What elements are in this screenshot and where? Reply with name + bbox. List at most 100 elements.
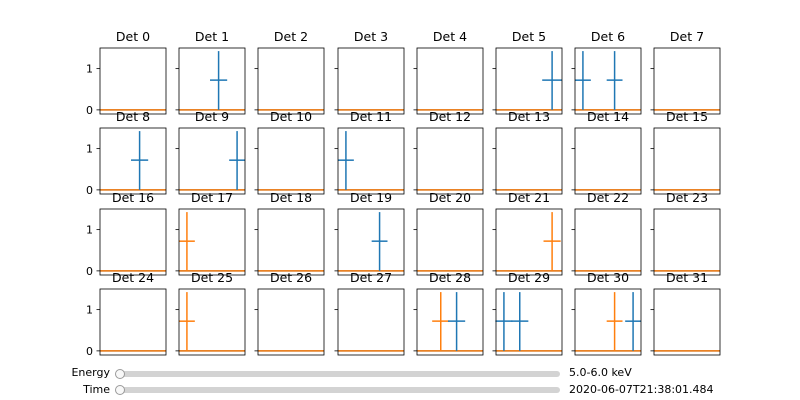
panel-frame xyxy=(653,208,721,276)
energy-slider-value: 5.0-6.0 keV xyxy=(569,366,632,379)
panel: Det 28 xyxy=(413,270,484,356)
panel-frame xyxy=(574,288,642,356)
panel-frame xyxy=(99,127,167,195)
y-tick-label: 1 xyxy=(86,143,93,156)
time-slider-track[interactable] xyxy=(120,387,560,393)
y-tick-label: 1 xyxy=(86,304,93,317)
panel-frame xyxy=(653,47,721,115)
y-tick-label: 0 xyxy=(86,345,93,358)
panel-frame xyxy=(416,47,484,115)
panel: Det 6 xyxy=(571,29,642,115)
panel: Det 23 xyxy=(650,190,721,276)
panel-title: Det 19 xyxy=(350,190,392,205)
panel: Det 31 xyxy=(650,270,721,356)
panel: 0 1 Det 16 xyxy=(86,190,167,278)
panel-title: Det 29 xyxy=(508,270,550,285)
panel-title: Det 7 xyxy=(670,29,704,44)
panel-title: Det 21 xyxy=(508,190,550,205)
panel-frame xyxy=(178,47,246,115)
panel-frame xyxy=(337,208,405,276)
panel-frame xyxy=(495,127,563,195)
panel: Det 20 xyxy=(413,190,484,276)
panel-title: Det 14 xyxy=(587,109,629,124)
panel-title: Det 2 xyxy=(274,29,308,44)
panel: Det 29 xyxy=(492,270,563,356)
panel-title: Det 8 xyxy=(116,109,150,124)
time-slider-label: Time xyxy=(83,383,110,396)
panel-title: Det 11 xyxy=(350,109,392,124)
panel-frame xyxy=(99,47,167,115)
panel: Det 25 xyxy=(175,270,246,356)
panel-title: Det 6 xyxy=(591,29,625,44)
panel-frame xyxy=(99,288,167,356)
panel: Det 21 xyxy=(492,190,563,276)
panel-frame xyxy=(337,127,405,195)
energy-slider-knob[interactable] xyxy=(115,369,125,379)
panel: Det 2 xyxy=(254,29,325,115)
panel-title: Det 12 xyxy=(429,109,471,124)
panel: Det 10 xyxy=(254,109,325,195)
panel-frame xyxy=(574,127,642,195)
panel-frame xyxy=(653,127,721,195)
panel: Det 17 xyxy=(175,190,246,276)
panel-frame xyxy=(99,208,167,276)
panel: Det 30 xyxy=(571,270,642,356)
panel: Det 4 xyxy=(413,29,484,115)
panel-frame xyxy=(178,288,246,356)
panel-title: Det 20 xyxy=(429,190,471,205)
panel-frame xyxy=(416,127,484,195)
panel-frame xyxy=(337,288,405,356)
energy-slider-label: Energy xyxy=(71,366,110,379)
y-tick-label: 0 xyxy=(86,104,93,117)
panel-frame xyxy=(257,127,325,195)
panel: 0 1 Det 0 xyxy=(86,29,167,117)
panel: Det 11 xyxy=(334,109,405,195)
y-tick-label: 1 xyxy=(86,63,93,76)
panel-title: Det 28 xyxy=(429,270,471,285)
panel-title: Det 1 xyxy=(195,29,229,44)
panel-title: Det 18 xyxy=(270,190,312,205)
panel-title: Det 16 xyxy=(112,190,154,205)
panel-frame xyxy=(653,288,721,356)
panel-frame xyxy=(178,208,246,276)
panel-title: Det 22 xyxy=(587,190,629,205)
panel-frame xyxy=(574,47,642,115)
panel-frame xyxy=(416,288,484,356)
panel: Det 18 xyxy=(254,190,325,276)
panel-title: Det 0 xyxy=(116,29,150,44)
y-tick-label: 0 xyxy=(86,184,93,197)
panel: Det 14 xyxy=(571,109,642,195)
panel-title: Det 9 xyxy=(195,109,229,124)
panel: Det 13 xyxy=(492,109,563,195)
panel-title: Det 10 xyxy=(270,109,312,124)
panel: Det 22 xyxy=(571,190,642,276)
panel-title: Det 27 xyxy=(350,270,392,285)
panel-title: Det 30 xyxy=(587,270,629,285)
y-tick-label: 1 xyxy=(86,224,93,237)
panel-title: Det 24 xyxy=(112,270,154,285)
panel-frame xyxy=(495,288,563,356)
panel: Det 19 xyxy=(334,190,405,276)
time-slider-knob[interactable] xyxy=(115,385,125,395)
panel: Det 7 xyxy=(650,29,721,115)
panel: Det 12 xyxy=(413,109,484,195)
panel-title: Det 13 xyxy=(508,109,550,124)
panel: Det 1 xyxy=(175,29,246,115)
panel-title: Det 25 xyxy=(191,270,233,285)
panel-title: Det 23 xyxy=(666,190,708,205)
panel-frame xyxy=(495,47,563,115)
panel-frame xyxy=(337,47,405,115)
panel-frame xyxy=(416,208,484,276)
panel-title: Det 31 xyxy=(666,270,708,285)
panel-title: Det 17 xyxy=(191,190,233,205)
panel-frame xyxy=(178,127,246,195)
panel: Det 3 xyxy=(334,29,405,115)
panel-title: Det 5 xyxy=(512,29,546,44)
panel-title: Det 4 xyxy=(433,29,467,44)
panel-frame xyxy=(574,208,642,276)
energy-slider-track[interactable] xyxy=(120,371,560,377)
panel-title: Det 15 xyxy=(666,109,708,124)
panel: Det 9 xyxy=(175,109,246,195)
y-tick-label: 0 xyxy=(86,265,93,278)
panel: Det 15 xyxy=(650,109,721,195)
